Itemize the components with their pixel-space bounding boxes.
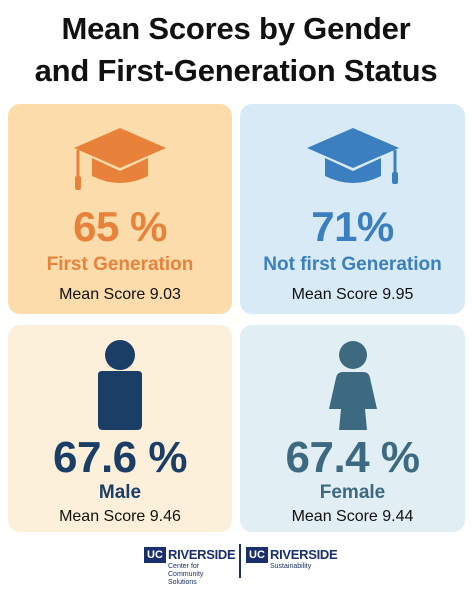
logo-name: RIVERSIDE — [270, 547, 338, 562]
logo-subtitle-line-2: Solutions — [168, 579, 197, 586]
percent-female: 67.4 % — [285, 433, 420, 482]
uc-riverside-sustainability-logo[interactable]: UC RIVERSIDE Sustainability — [246, 544, 342, 578]
percent-first-generation: 65 % — [73, 203, 167, 250]
title-line-1: Mean Scores by Gender — [61, 11, 411, 46]
score-first-generation: Mean Score 9.03 — [59, 286, 181, 303]
uc-badge: UC — [246, 547, 268, 563]
uc-riverside-community-logo[interactable]: UC RIVERSIDE Center for Community Soluti… — [144, 544, 236, 586]
logo-subtitle-line-1: Sustainability — [270, 563, 312, 570]
female-person-icon — [328, 341, 377, 430]
label-not-first-generation: Not first Generation — [263, 254, 442, 275]
card-first-generation: 65 % First Generation Mean Score 9.03 — [8, 104, 232, 314]
card-female: 67.4 % Female Mean Score 9.44 — [240, 325, 465, 532]
male-person-icon — [98, 340, 142, 430]
card-not-first-generation: 71% Not first Generation Mean Score 9.95 — [240, 104, 465, 314]
score-male: Mean Score 9.46 — [59, 508, 181, 525]
title-line-2: and First-Generation Status — [34, 53, 438, 88]
card-male: 67.6 % Male Mean Score 9.46 — [8, 325, 232, 532]
label-female: Female — [319, 482, 386, 503]
graduation-cap-icon — [306, 128, 399, 184]
percent-not-first-generation: 71% — [311, 203, 394, 250]
logo-subtitle: Sustainability — [270, 563, 311, 571]
label-first-generation: First Generation — [46, 254, 194, 275]
logo-name: RIVERSIDE — [168, 547, 236, 562]
percent-male: 67.6 % — [53, 433, 187, 482]
score-female: Mean Score 9.44 — [291, 508, 414, 525]
page-title: Mean Scores by Gender and First-Generati… — [0, 8, 472, 92]
label-male: Male — [98, 482, 142, 503]
uc-badge: UC — [144, 547, 166, 563]
logo-subtitle: Center for Community Solutions — [168, 563, 236, 587]
score-not-first-generation: Mean Score 9.95 — [291, 286, 414, 303]
footer-logos: UC RIVERSIDE Center for Community Soluti… — [0, 540, 472, 586]
logo-subtitle-line-1: Center for Community — [168, 563, 204, 578]
graduation-cap-icon — [74, 128, 166, 190]
logo-divider — [239, 544, 241, 578]
